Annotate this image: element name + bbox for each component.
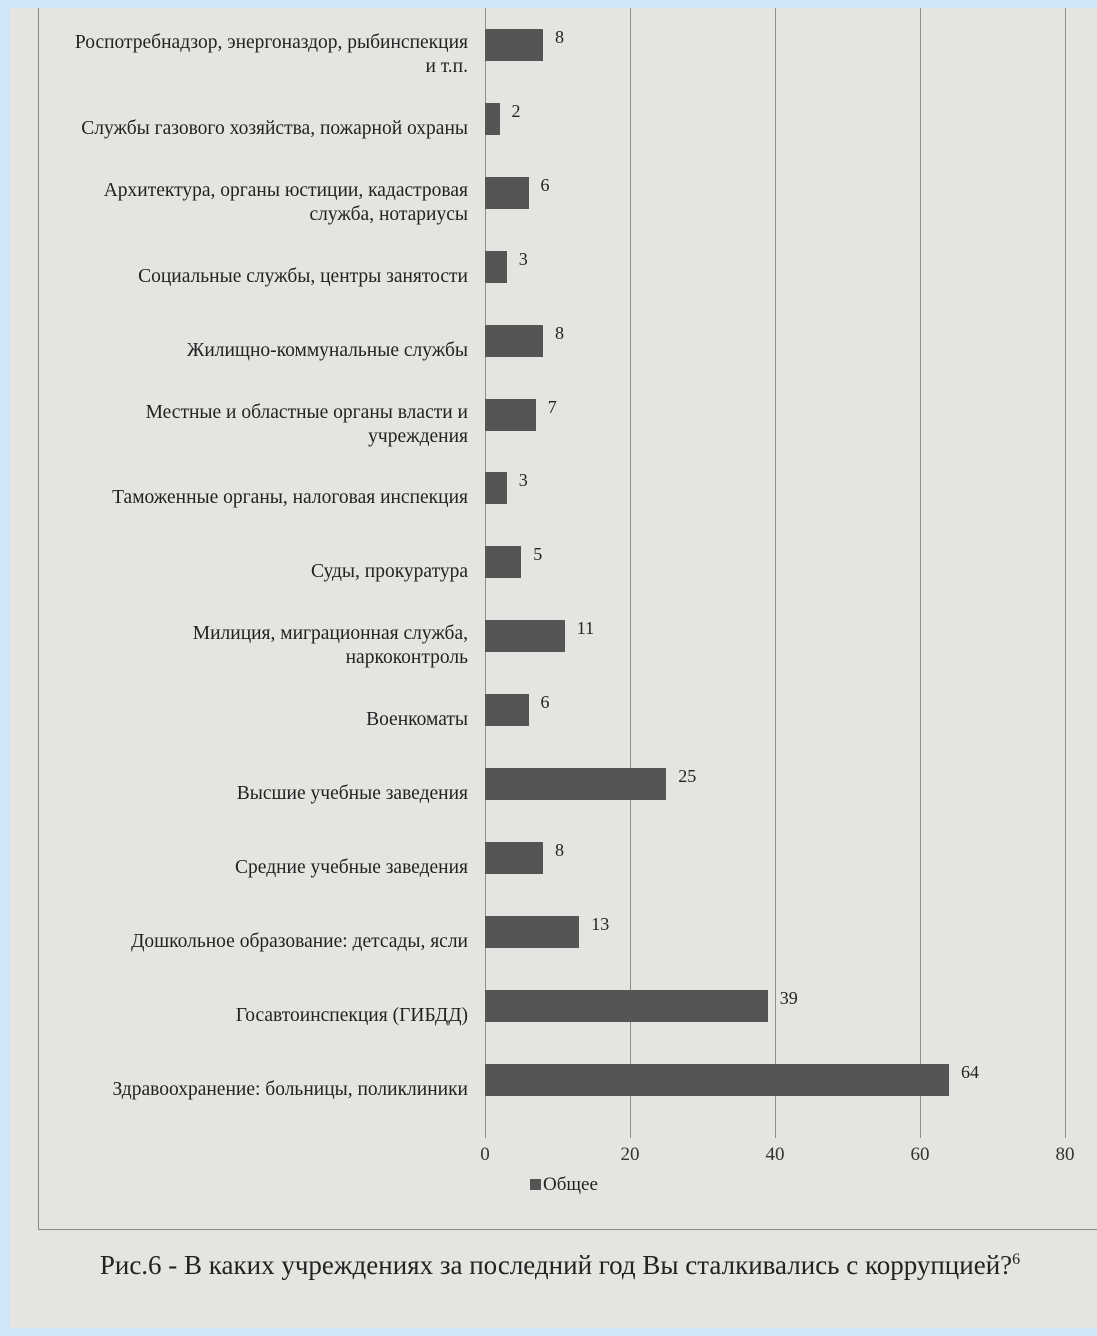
y-tick-label: Роспотребнадзор, энергоназдор, рыбинспек… (74, 32, 468, 77)
grid-line (1065, 8, 1066, 1138)
paper: 0 20 40 60 80 Роспотребнадзор, энергоназдор, … (10, 8, 1097, 1328)
grid-line (775, 8, 776, 1138)
y-tick-label: Военкоматы (366, 709, 468, 731)
bar (485, 472, 507, 505)
legend: Общее (530, 1174, 598, 1196)
value-label: 8 (555, 27, 564, 47)
y-tick-label: Госавтоинспекция (ГИБДД) (235, 1004, 468, 1026)
value-label: 3 (518, 248, 528, 269)
bar (485, 989, 768, 1022)
value-label: 6 (540, 174, 550, 195)
y-tick-label: Социальные службы, центры занятости (138, 265, 468, 287)
bar (485, 398, 536, 431)
caption-text: Рис.6 - В каких учреждениях за последний… (99, 1250, 1013, 1280)
bar (485, 102, 500, 135)
y-tick-label: Службы газового хозяйства, пожарной охра… (81, 117, 468, 139)
value-label: 2 (511, 100, 521, 121)
bar (485, 1063, 949, 1096)
x-tick-label: 0 (480, 1144, 490, 1165)
value-label: 8 (555, 839, 564, 860)
legend-swatch (530, 1179, 541, 1190)
x-tick-label: 20 (620, 1144, 640, 1165)
value-label: 8 (555, 322, 564, 343)
x-tick-label: 80 (1055, 1144, 1075, 1165)
bar (485, 694, 529, 727)
bar (485, 324, 543, 357)
y-tick-label: Таможенные органы, налоговая инспекция (112, 487, 468, 509)
value-label: 64 (961, 1061, 979, 1082)
y-tick-label: Милиция, миграционная служба, наркоконтр… (192, 623, 468, 669)
chart-frame (38, 8, 1097, 1230)
bar (485, 546, 522, 579)
bar (485, 915, 580, 948)
y-tick-label: Высшие учебные заведения (236, 783, 468, 804)
y-tick-label: Архитектура, органы юстиции, кадастровая… (103, 179, 468, 225)
grid-line (630, 8, 631, 1138)
value-label: 7 (547, 396, 557, 417)
y-tick-label: Здравоохранение: больницы, поликлиники (112, 1078, 468, 1100)
x-tick-label: 40 (765, 1144, 785, 1165)
y-tick-label: Средние учебные заведения (235, 856, 468, 878)
bar (485, 29, 543, 61)
value-label: 11 (576, 618, 595, 639)
y-tick-label: Местные и областные органы власти и учре… (145, 401, 468, 447)
value-label: 5 (533, 544, 543, 565)
bar (485, 250, 507, 283)
value-label: 39 (779, 987, 798, 1008)
bar (485, 620, 565, 653)
x-tick-label: 60 (910, 1144, 930, 1165)
y-tick-label: Дошкольное образование: детсады, ясли (131, 930, 468, 952)
y-tick-label: Суды, прокуратура (310, 561, 468, 583)
caption: Рис.6 - В каких учреждениях за последний… (70, 1240, 1050, 1285)
legend-label: Общее (543, 1174, 598, 1195)
value-label: 3 (518, 470, 528, 491)
bar (485, 768, 667, 800)
y-tick-label: Жилищно-коммунальные службы (186, 339, 468, 361)
grid-line (920, 8, 921, 1138)
value-label: 25 (678, 766, 697, 786)
value-label: 6 (540, 692, 550, 713)
bar (485, 176, 529, 209)
caption-footnote: 6 (1012, 1251, 1021, 1268)
bar (485, 841, 543, 874)
value-label: 13 (591, 913, 610, 934)
